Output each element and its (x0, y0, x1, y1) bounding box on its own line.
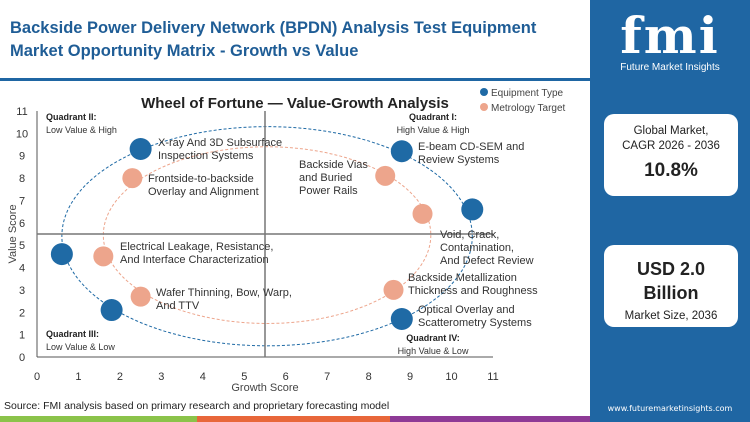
x-tick-label: 3 (158, 371, 164, 383)
x-tick-label: 4 (200, 371, 206, 383)
x-tick-label: 10 (445, 371, 457, 383)
x-tick-label: 0 (34, 371, 40, 383)
equipment-point (50, 243, 73, 266)
logo-subtitle: Future Market Insights (620, 62, 720, 73)
x-tick-label: 5 (241, 371, 247, 383)
quadrant-title: Quadrant I: (409, 112, 457, 122)
equipment-point (390, 140, 413, 163)
cagr-value: 10.8% (644, 160, 698, 181)
legend-marker (480, 88, 488, 96)
scatter-chart: Wheel of Fortune — Value-Growth Analysis… (7, 88, 566, 394)
website-link[interactable]: www.futuremarketinsights.com (607, 404, 733, 413)
equipment-ring (61, 126, 473, 347)
quadrant-description: High Value & High (397, 125, 470, 135)
point-label: Backside Metallization Thickness and Roug… (408, 272, 538, 297)
x-tick-label: 1 (75, 371, 81, 383)
point-label: Optical Overlay and Scatterometry Systems (418, 304, 532, 329)
metrology-point (122, 168, 143, 189)
point-label: Backside Vias and Buried Power Rails (299, 159, 368, 197)
equipment-point (390, 307, 413, 330)
x-tick-label: 11 (487, 371, 498, 383)
market-size-card: USD 2.0 Billion Market Size, 2036 (604, 245, 738, 327)
x-tick-label: 7 (324, 371, 330, 383)
quadrant-description: High Value & Low (398, 346, 469, 356)
source-note: Source: FMI analysis based on primary re… (4, 400, 390, 412)
metrology-point (412, 203, 433, 224)
page-title: Backside Power Delivery Network (BPDN) A… (10, 17, 590, 63)
point-label: Wafer Thinning, Bow, Warp, And TTV (156, 287, 292, 312)
x-tick-label: 6 (283, 371, 289, 383)
x-tick-label: 9 (407, 371, 413, 383)
quadrant-title: Quadrant II: (46, 112, 97, 122)
y-tick-label: 8 (19, 173, 25, 185)
metrology-ring (102, 146, 432, 324)
equipment-point (100, 299, 123, 322)
divider (0, 78, 590, 81)
point-label: X-ray And 3D Subsurface Inspection System… (158, 137, 282, 162)
market-size-label: Market Size, 2036 (624, 310, 718, 322)
footer-bar-purple (390, 416, 590, 422)
fmi-logo[interactable]: fmi Future Market Insights (590, 6, 750, 74)
sidebar: fmi Future Market Insights Global Market… (590, 0, 750, 422)
y-tick-label: 0 (19, 352, 25, 364)
x-tick-label: 8 (366, 371, 372, 383)
y-tick-label: 11 (16, 106, 27, 118)
point-label: Void, Crack, Contamination, And Defect Rev… (440, 229, 534, 267)
y-tick-label: 5 (19, 240, 25, 252)
x-axis-label: Growth Score (231, 382, 298, 394)
cagr-card: Global Market, CAGR 2026 - 2036 10.8% (604, 114, 738, 196)
point-label: E-beam CD-SEM and Review Systems (418, 141, 524, 166)
y-tick-label: 4 (19, 263, 25, 275)
metrology-point (93, 246, 114, 267)
quadrant-description: Low Value & High (46, 125, 117, 135)
title-line-1: Backside Power Delivery Network (BPDN) A… (10, 19, 537, 37)
metrology-point (130, 286, 151, 307)
x-tick-label: 2 (117, 371, 123, 383)
point-label: Frontside-to-backside Overlay and Alignme… (148, 173, 259, 198)
metrology-point (375, 165, 396, 186)
y-axis-label: Value Score (7, 204, 19, 263)
equipment-point (129, 138, 152, 161)
quadrant-title: Quadrant III: (46, 329, 99, 339)
cagr-label-2: CAGR 2026 - 2036 (622, 140, 720, 152)
y-tick-label: 2 (19, 307, 25, 319)
metrology-point (383, 279, 404, 300)
y-tick-label: 1 (19, 330, 25, 342)
quadrant-title: Quadrant IV: (406, 333, 460, 343)
footer-bar-orange (197, 416, 390, 422)
y-tick-label: 3 (19, 285, 25, 297)
quadrant-description: Low Value & Low (46, 342, 115, 352)
legend-label: Equipment Type (491, 88, 564, 99)
legend-label: Metrology Target (491, 103, 566, 114)
footer-bar-green (0, 416, 197, 422)
chart-title: Wheel of Fortune — Value-Growth Analysis (141, 95, 449, 112)
point-label: Electrical Leakage, Resistance, And Inter… (120, 241, 273, 266)
logo-mark: fmi (620, 6, 720, 65)
y-tick-label: 10 (16, 128, 28, 140)
y-tick-label: 7 (19, 195, 25, 207)
market-size-value-2: Billion (643, 283, 699, 303)
equipment-point (461, 198, 484, 221)
title-line-2: Market Opportunity Matrix - Growth vs Va… (10, 42, 359, 60)
market-size-value-1: USD 2.0 (636, 259, 706, 279)
legend-marker (480, 103, 488, 111)
y-tick-label: 9 (19, 151, 25, 163)
y-tick-label: 6 (19, 218, 25, 230)
cagr-label-1: Global Market, (633, 125, 709, 137)
